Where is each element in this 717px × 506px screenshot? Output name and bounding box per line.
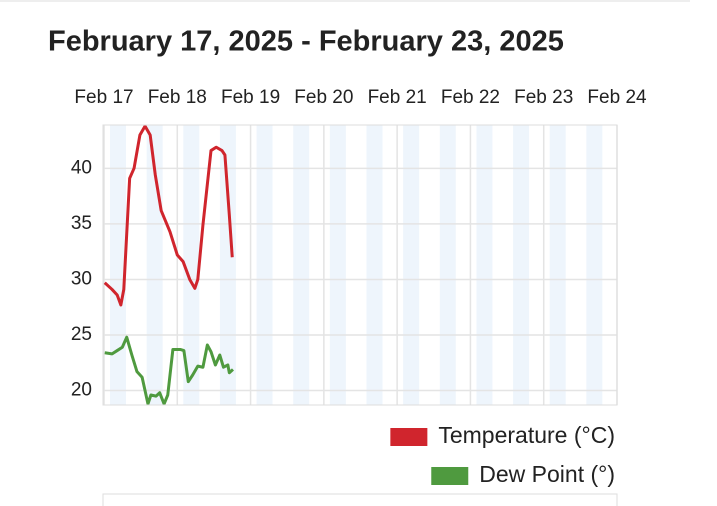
shade-band <box>329 125 346 405</box>
x-tick-label: Feb 23 <box>514 87 573 108</box>
shade-band <box>256 125 273 405</box>
y-tick-label: 30 <box>71 268 92 289</box>
plot <box>103 124 234 406</box>
shade-band <box>293 125 310 405</box>
shade-band <box>403 125 420 405</box>
shade-band <box>549 125 566 405</box>
legend-label: Temperature (°C) <box>438 422 615 448</box>
shade-band <box>586 125 603 405</box>
x-tick-label: Feb 19 <box>221 87 280 108</box>
x-tick-label: Feb 24 <box>587 87 647 108</box>
next-chart-frame <box>102 493 618 506</box>
shade-band <box>366 125 383 405</box>
plot-frame <box>102 124 618 406</box>
grid <box>103 125 618 405</box>
legend: Temperature (°C) Dew Point (°) <box>390 422 615 487</box>
shade-band <box>439 125 456 405</box>
y-tick-label: 40 <box>71 157 92 178</box>
shade-band <box>476 125 493 405</box>
x-tick-label: Feb 21 <box>368 87 427 108</box>
series-line <box>103 124 234 307</box>
y-tick-label: 20 <box>71 380 92 401</box>
x-tick-label: Feb 17 <box>74 87 133 108</box>
y-tick-label: 25 <box>71 324 92 345</box>
legend-label: Dew Point (°) <box>479 461 615 487</box>
series-line <box>104 335 234 406</box>
shade-band <box>513 125 530 405</box>
legend-swatch <box>431 467 469 485</box>
legend-swatch <box>390 428 428 446</box>
y-tick-label: 35 <box>71 213 92 234</box>
chart-title: February 17, 2025 - February 23, 2025 <box>48 26 564 58</box>
x-tick-label: Feb 22 <box>441 87 500 108</box>
x-tick-label: Feb 20 <box>294 87 353 108</box>
x-tick-label: Feb 18 <box>148 87 207 108</box>
